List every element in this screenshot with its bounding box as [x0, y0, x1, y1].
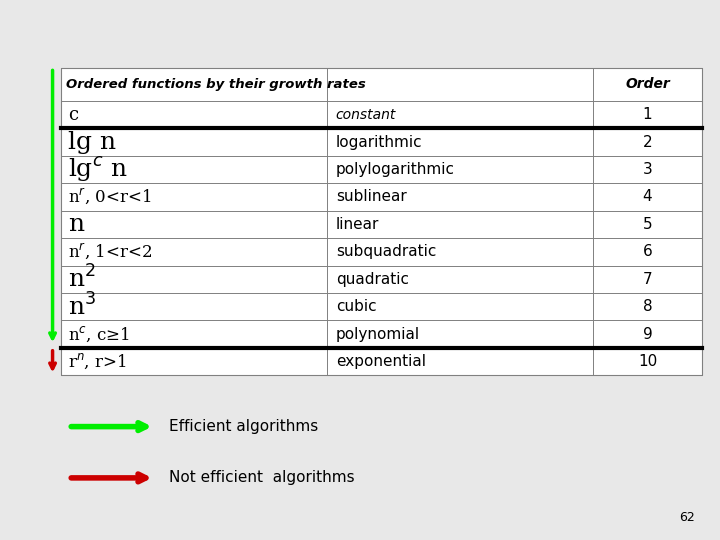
Text: polynomial: polynomial [336, 327, 420, 342]
Text: Ordered functions by their growth rates: Ordered functions by their growth rates [66, 78, 366, 91]
Text: quadratic: quadratic [336, 272, 409, 287]
Text: polylogarithmic: polylogarithmic [336, 162, 455, 177]
Text: n: n [68, 213, 84, 236]
Text: 5: 5 [643, 217, 652, 232]
Text: 4: 4 [643, 190, 652, 205]
Text: n$^r$, 0<r<1: n$^r$, 0<r<1 [68, 187, 152, 207]
Text: 10: 10 [638, 354, 657, 369]
Text: 2: 2 [643, 134, 652, 150]
Text: 62: 62 [679, 511, 695, 524]
Text: n$^r$, 1<r<2: n$^r$, 1<r<2 [68, 242, 153, 262]
Text: sublinear: sublinear [336, 190, 407, 205]
Text: cubic: cubic [336, 299, 377, 314]
Text: n$^3$: n$^3$ [68, 293, 96, 320]
Text: lg$^c$ n: lg$^c$ n [68, 155, 128, 184]
Text: n$^c$, c≥1: n$^c$, c≥1 [68, 325, 130, 344]
Text: r$^n$, r>1: r$^n$, r>1 [68, 352, 127, 372]
Text: Order: Order [625, 77, 670, 91]
Text: Not efficient  algorithms: Not efficient algorithms [169, 470, 355, 485]
Text: exponential: exponential [336, 354, 426, 369]
Text: n$^2$: n$^2$ [68, 266, 96, 293]
Text: constant: constant [336, 107, 396, 122]
Text: lg n: lg n [68, 131, 117, 153]
Text: 3: 3 [643, 162, 652, 177]
Text: 9: 9 [643, 327, 652, 342]
Text: 8: 8 [643, 299, 652, 314]
Text: Efficient algorithms: Efficient algorithms [169, 419, 318, 434]
Text: subquadratic: subquadratic [336, 245, 436, 259]
Text: 1: 1 [643, 107, 652, 122]
Text: 6: 6 [643, 245, 652, 259]
Text: logarithmic: logarithmic [336, 134, 423, 150]
Text: linear: linear [336, 217, 379, 232]
Text: c: c [68, 106, 78, 124]
Text: 7: 7 [643, 272, 652, 287]
